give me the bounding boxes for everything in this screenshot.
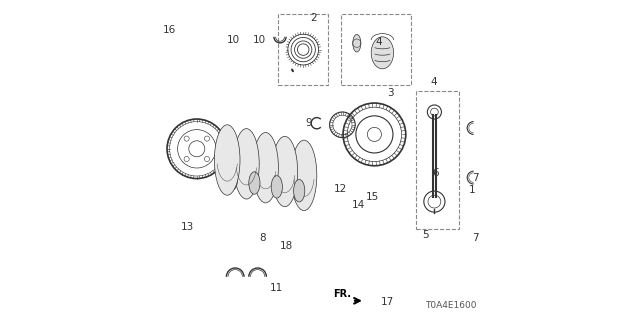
Ellipse shape (214, 125, 240, 195)
Text: 7: 7 (472, 233, 479, 244)
Ellipse shape (291, 140, 317, 211)
Ellipse shape (294, 180, 305, 202)
Text: 18: 18 (280, 241, 293, 252)
Text: 12: 12 (334, 184, 348, 194)
Text: 10: 10 (253, 35, 266, 45)
Text: 17: 17 (381, 297, 394, 308)
Text: 8: 8 (259, 233, 266, 244)
Text: 4: 4 (376, 36, 383, 47)
Text: 13: 13 (180, 222, 194, 232)
Ellipse shape (253, 132, 278, 203)
Text: 4: 4 (430, 76, 437, 87)
Ellipse shape (227, 168, 237, 190)
Text: 15: 15 (366, 192, 380, 202)
Text: 10: 10 (227, 35, 240, 45)
Text: 14: 14 (352, 200, 365, 210)
Text: 1: 1 (468, 185, 476, 196)
Ellipse shape (371, 37, 394, 69)
Text: 6: 6 (432, 168, 438, 178)
Text: 5: 5 (422, 230, 429, 240)
Text: T0A4E1600: T0A4E1600 (426, 301, 477, 310)
Ellipse shape (271, 176, 282, 198)
Text: 2: 2 (310, 12, 317, 23)
Ellipse shape (272, 136, 298, 207)
Text: 3: 3 (387, 88, 394, 98)
FancyArrowPatch shape (292, 69, 293, 71)
Text: 9: 9 (305, 118, 312, 128)
Text: 16: 16 (163, 25, 176, 36)
Text: FR.: FR. (333, 289, 351, 299)
Ellipse shape (234, 129, 259, 199)
Ellipse shape (353, 35, 361, 52)
Text: 11: 11 (270, 283, 284, 293)
Text: 7: 7 (472, 172, 479, 183)
Ellipse shape (249, 172, 260, 194)
